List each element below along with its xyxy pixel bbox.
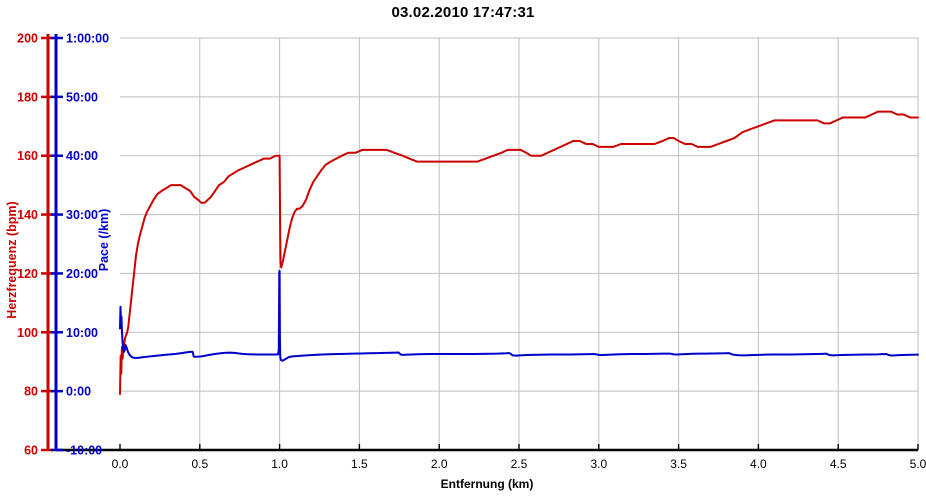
y-axis-title-heartrate: Herzfrequenz (bpm) — [5, 201, 19, 318]
x-tick-label: 1.5 — [351, 457, 368, 471]
y-tick-label-heartrate: 80 — [24, 385, 38, 399]
y-tick-label-pace: 20:00 — [66, 267, 98, 281]
y-axis-title-pace: Pace (/km) — [97, 209, 111, 272]
y-tick-label-heartrate: 140 — [17, 208, 38, 222]
x-tick-label: 2.5 — [511, 457, 528, 471]
x-tick-label: 4.0 — [750, 457, 767, 471]
x-tick-label: 0.5 — [191, 457, 208, 471]
x-tick-label: 1.0 — [271, 457, 288, 471]
x-tick-label: 0.0 — [112, 457, 129, 471]
grid-lines — [120, 37, 919, 450]
x-tick-label: 3.5 — [670, 457, 687, 471]
series-line-hr — [119, 110, 919, 396]
y-tick-label-heartrate: 200 — [17, 32, 38, 46]
y-tick-label-pace: 50:00 — [66, 90, 98, 104]
y-tick-label-pace: 40:00 — [66, 149, 98, 163]
y-tick-label-pace: 30:00 — [66, 208, 98, 222]
y-tick-label-heartrate: 60 — [24, 444, 38, 458]
axis-lines — [41, 34, 919, 452]
y-tick-label-heartrate: 120 — [17, 267, 38, 281]
y-tick-label-pace: -10:00 — [66, 444, 102, 458]
y-tick-label-heartrate: 100 — [17, 326, 38, 340]
series-lines — [119, 110, 919, 396]
x-tick-label: 3.0 — [590, 457, 607, 471]
series-line-pace — [119, 269, 919, 362]
y-tick-label-heartrate: 160 — [17, 149, 38, 163]
page-title: 03.02.2010 17:47:31 — [391, 4, 535, 21]
tick-labels: 60 80 100 120 140 160 180 200 -10:00 0:00 10:00 20:… — [17, 32, 926, 472]
x-tick-label: 2.0 — [431, 457, 448, 471]
y-tick-label-heartrate: 180 — [17, 90, 38, 104]
x-tick-label: 5.0 — [910, 457, 926, 471]
y-tick-label-pace: 0:00 — [66, 385, 91, 399]
y-tick-label-pace: 1:00:00 — [66, 32, 109, 46]
x-tick-label: 4.5 — [830, 457, 847, 471]
x-axis-title-distance: Entfernung (km) — [441, 477, 534, 491]
y-tick-label-pace: 10:00 — [66, 326, 98, 340]
